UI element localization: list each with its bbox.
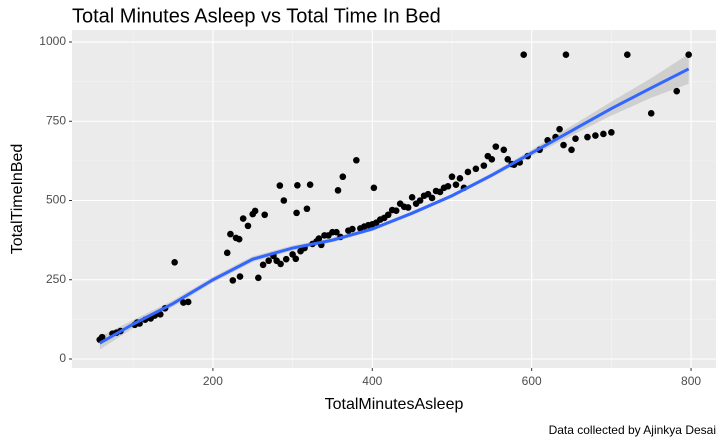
y-axis-label: TotalTimeInBed — [9, 144, 26, 255]
point — [333, 228, 340, 236]
point — [572, 135, 579, 142]
point — [408, 194, 416, 201]
point — [488, 155, 496, 163]
point — [647, 110, 655, 117]
point — [349, 225, 356, 233]
point — [227, 230, 234, 238]
point — [315, 235, 323, 242]
point — [504, 155, 512, 163]
x-axis-label: TotalMinutesAsleep — [325, 396, 464, 413]
point — [452, 181, 460, 188]
point — [235, 235, 243, 243]
point — [171, 259, 178, 266]
point — [339, 173, 347, 181]
point — [277, 260, 284, 268]
point — [584, 133, 591, 141]
x-tick-label: 800 — [681, 374, 701, 388]
point — [520, 51, 528, 58]
point — [244, 222, 252, 230]
y-tick-label: 250 — [46, 272, 66, 286]
point — [282, 255, 290, 263]
point — [265, 257, 272, 265]
point — [472, 165, 480, 173]
point — [562, 51, 570, 58]
point — [560, 141, 567, 149]
point — [280, 197, 288, 204]
point — [416, 197, 424, 204]
point — [239, 215, 247, 222]
caption: Data collected by Ajinkya Desai — [549, 423, 716, 437]
point — [259, 261, 267, 269]
y-tick-label: 1000 — [39, 34, 66, 48]
point — [306, 181, 314, 188]
y-tick-label: 750 — [46, 113, 66, 127]
point — [303, 205, 311, 213]
point — [392, 207, 400, 214]
point — [251, 207, 259, 215]
point — [436, 188, 444, 196]
point — [492, 143, 500, 150]
point — [556, 125, 563, 133]
point — [624, 51, 631, 58]
point — [236, 273, 244, 280]
x-tick-label: 600 — [522, 374, 542, 388]
point — [448, 173, 456, 181]
y-tick-label: 0 — [59, 351, 66, 365]
x-tick-label: 200 — [203, 374, 223, 388]
point — [608, 129, 615, 136]
point — [255, 274, 262, 282]
point — [480, 162, 488, 169]
point — [592, 132, 599, 139]
point — [673, 87, 681, 95]
point — [98, 333, 106, 341]
point — [334, 187, 342, 194]
point — [294, 181, 301, 189]
point — [600, 130, 607, 138]
point — [293, 209, 300, 217]
point — [500, 146, 508, 154]
point — [276, 182, 284, 189]
point — [404, 204, 412, 211]
smooth-line — [98, 67, 690, 345]
point — [568, 146, 575, 154]
point — [384, 211, 392, 219]
point — [685, 51, 692, 58]
chart-title: Total Minutes Asleep vs Total Time In Be… — [72, 5, 441, 27]
y-tick-label: 500 — [46, 193, 66, 207]
point — [229, 277, 237, 284]
point — [464, 168, 472, 176]
point — [353, 156, 360, 164]
point — [261, 211, 268, 219]
point — [444, 182, 452, 190]
point — [370, 184, 378, 192]
point — [223, 249, 231, 257]
point — [428, 194, 436, 202]
point — [456, 175, 464, 182]
panel — [72, 30, 716, 368]
point — [292, 255, 300, 263]
point — [184, 298, 192, 306]
x-tick-label: 400 — [362, 374, 382, 388]
